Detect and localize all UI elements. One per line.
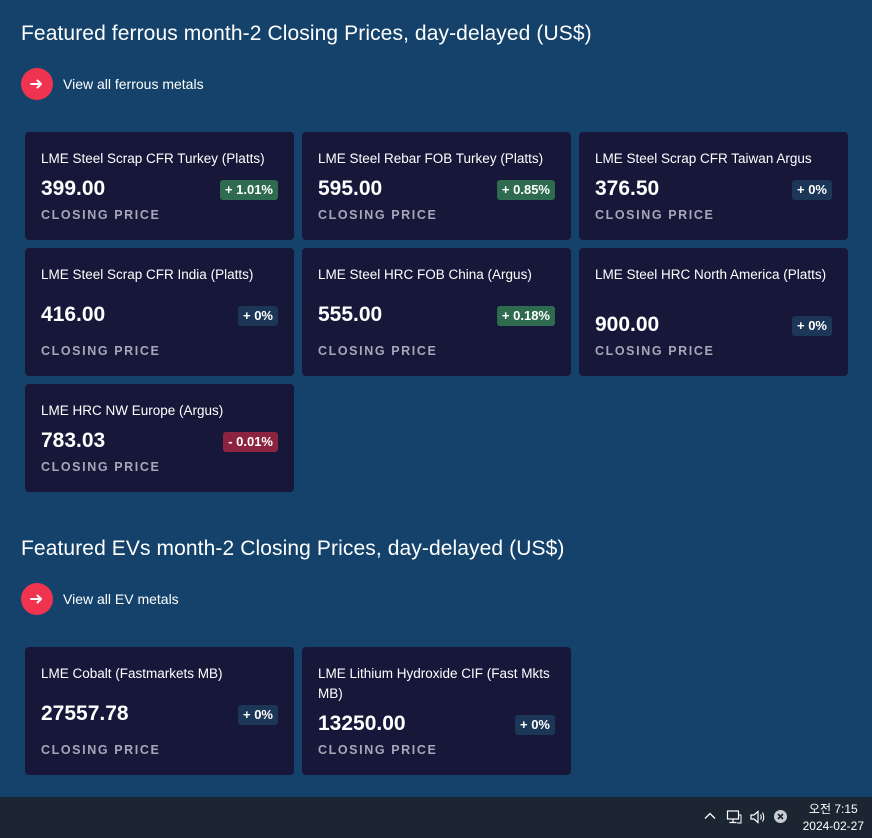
closing-price-label: CLOSING PRICE (318, 344, 438, 358)
card-price: 376.50 (595, 177, 660, 200)
price-card-steel-scrap-taiwan[interactable]: LME Steel Scrap CFR Taiwan Argus 376.50 … (579, 132, 848, 240)
network-icon[interactable] (726, 809, 742, 830)
card-name: LME Steel HRC North America (Platts) (595, 267, 827, 282)
card-price: 900.00 (595, 313, 660, 336)
card-name: LME Steel Scrap CFR Turkey (Platts) (41, 151, 265, 166)
volume-icon[interactable] (749, 809, 767, 830)
card-name: LME HRC NW Europe (Argus) (41, 403, 224, 418)
change-badge: + 0% (792, 180, 832, 200)
change-badge: - 0.01% (223, 432, 278, 452)
ev-section-title: Featured EVs month-2 Closing Prices, day… (21, 537, 565, 560)
change-badge: + 1.01% (219, 180, 278, 200)
card-price: 399.00 (41, 177, 106, 200)
card-name: LME Steel Scrap CFR Taiwan Argus (595, 151, 812, 166)
change-badge: + 0% (238, 306, 278, 326)
closing-price-label: CLOSING PRICE (318, 743, 438, 757)
price-card-steel-hrc-china[interactable]: LME Steel HRC FOB China (Argus) 555.00 +… (302, 248, 571, 376)
card-price: 555.00 (318, 303, 383, 326)
change-badge: + 0.18% (496, 306, 555, 326)
price-card-steel-hrc-north-america[interactable]: LME Steel HRC North America (Platts) 900… (579, 248, 848, 376)
price-card-cobalt[interactable]: LME Cobalt (Fastmarkets MB) 27557.78 + 0… (25, 647, 294, 775)
view-all-ferrous-label: View all ferrous metals (63, 76, 204, 92)
taskbar: 오전 7:15 2024-02-27 (0, 797, 872, 838)
view-all-ferrous-link[interactable]: View all ferrous metals (21, 68, 204, 100)
card-price: 416.00 (41, 303, 106, 326)
card-price: 595.00 (318, 177, 383, 200)
view-all-ev-link[interactable]: View all EV metals (21, 583, 179, 615)
card-price: 27557.78 (41, 702, 129, 725)
closing-price-label: CLOSING PRICE (595, 208, 715, 222)
closing-price-label: CLOSING PRICE (41, 344, 161, 358)
view-all-ev-label: View all EV metals (63, 591, 179, 607)
arrow-right-icon (21, 583, 53, 615)
ferrous-section-title: Featured ferrous month-2 Closing Prices,… (21, 22, 592, 45)
clock-date: 2024-02-27 (802, 819, 864, 833)
change-badge: + 0% (515, 715, 555, 735)
price-card-steel-scrap-india[interactable]: LME Steel Scrap CFR India (Platts) 416.0… (25, 248, 294, 376)
price-card-lithium-hydroxide[interactable]: LME Lithium Hydroxide CIF (Fast Mkts MB)… (302, 647, 571, 775)
card-price: 783.03 (41, 429, 106, 452)
system-clock[interactable]: 오전 7:15 2024-02-27 (803, 801, 864, 835)
closing-price-label: CLOSING PRICE (41, 208, 161, 222)
card-name: LME Lithium Hydroxide CIF (Fast Mkts MB) (318, 666, 550, 701)
closing-price-label: CLOSING PRICE (41, 743, 161, 757)
card-name: LME Steel Scrap CFR India (Platts) (41, 267, 254, 282)
chevron-up-icon[interactable] (703, 809, 717, 828)
closing-price-label: CLOSING PRICE (318, 208, 438, 222)
price-card-steel-scrap-turkey[interactable]: LME Steel Scrap CFR Turkey (Platts) 399.… (25, 132, 294, 240)
card-price: 13250.00 (318, 712, 406, 735)
arrow-right-icon (21, 68, 53, 100)
change-badge: + 0% (238, 705, 278, 725)
price-card-steel-rebar-turkey[interactable]: LME Steel Rebar FOB Turkey (Platts) 595.… (302, 132, 571, 240)
card-name: LME Steel HRC FOB China (Argus) (318, 267, 532, 282)
clock-time: 오전 7:15 (808, 802, 858, 816)
closing-price-label: CLOSING PRICE (41, 460, 161, 474)
closing-price-label: CLOSING PRICE (595, 344, 715, 358)
change-badge: + 0.85% (496, 180, 555, 200)
card-name: LME Cobalt (Fastmarkets MB) (41, 666, 223, 681)
change-badge: + 0% (792, 316, 832, 336)
close-circle-icon[interactable] (773, 809, 788, 829)
card-name: LME Steel Rebar FOB Turkey (Platts) (318, 151, 544, 166)
price-card-hrc-nw-europe[interactable]: LME HRC NW Europe (Argus) 783.03 - 0.01%… (25, 384, 294, 492)
